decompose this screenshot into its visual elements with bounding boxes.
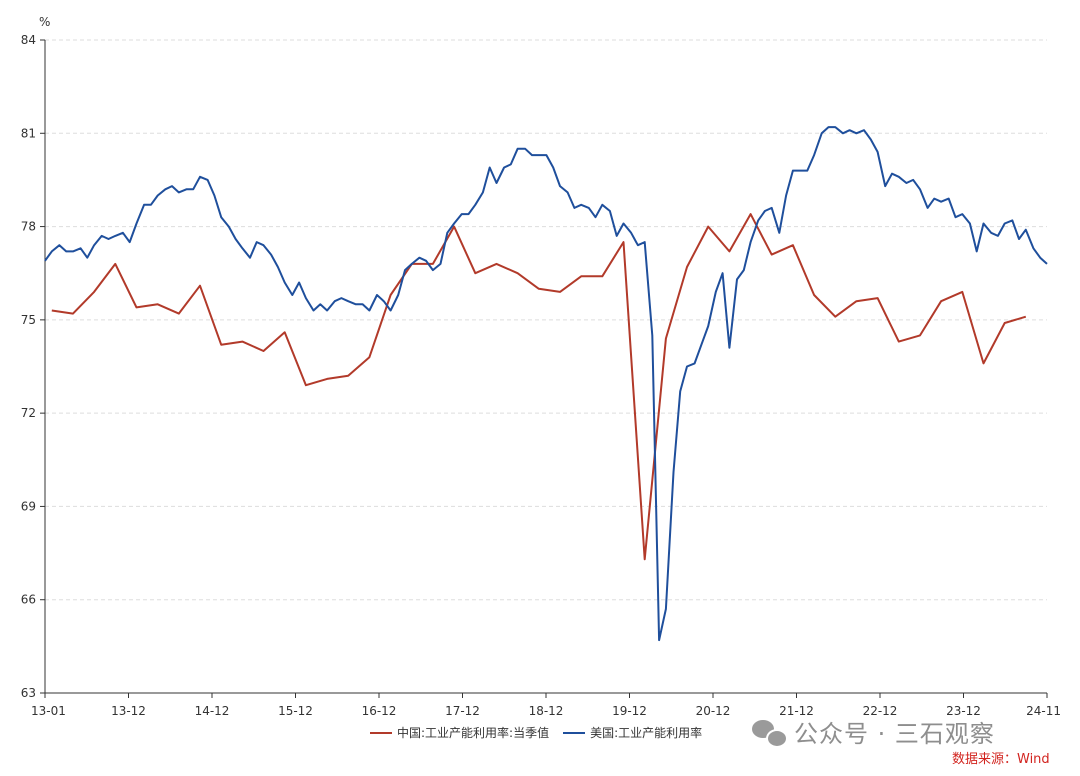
- x-tick-label-19-12: 19-12: [612, 704, 647, 718]
- x-tick-label-17-12: 17-12: [445, 704, 480, 718]
- x-tick-label-13-12: 13-12: [111, 704, 146, 718]
- series-lines: [44, 126, 1048, 642]
- x-tick-label-23-12: 23-12: [946, 704, 981, 718]
- legend-label-us: 美国:工业产能利用率: [590, 726, 703, 740]
- legend-swatch-china: [370, 731, 392, 734]
- x-tick-label-15-12: 15-12: [278, 704, 313, 718]
- x-axis-ticks: 13-01 13-12 14-12 15-12 16-12 17-12 18-12 19-12…: [31, 693, 1061, 718]
- axes: [44, 40, 1047, 694]
- watermark: 公众号 · 三石观察: [752, 714, 995, 749]
- legend-item-china[interactable]: 中国:工业产能利用率:当季值: [370, 724, 549, 741]
- legend-item-us[interactable]: 美国:工业产能利用率: [563, 724, 702, 741]
- legend: 中国:工业产能利用率:当季值 美国:工业产能利用率: [370, 724, 716, 741]
- x-tick-label-21-12: 21-12: [779, 704, 814, 718]
- x-tick-label-14-12: 14-12: [195, 704, 230, 718]
- y-tick-label-78: 78: [21, 220, 36, 234]
- y-tick-label-66: 66: [21, 593, 36, 607]
- watermark-text: 公众号 · 三石观察: [794, 720, 995, 748]
- y-tick-label-69: 69: [21, 499, 36, 513]
- x-tick-label-22-12: 22-12: [863, 704, 898, 718]
- y-tick-label-75: 75: [21, 313, 36, 327]
- x-tick-label-20-12: 20-12: [696, 704, 731, 718]
- x-tick-label-13-01: 13-01: [31, 704, 66, 718]
- series-line-china: [51, 213, 1027, 561]
- y-tick-label-72: 72: [21, 406, 36, 420]
- legend-label-china: 中国:工业产能利用率:当季值: [397, 726, 550, 740]
- x-tick-label-16-12: 16-12: [362, 704, 397, 718]
- series-line-us: [44, 126, 1048, 642]
- y-tick-label-84: 84: [21, 33, 36, 47]
- wechat-icon: [752, 718, 788, 748]
- data-source: 数据来源：Wind: [952, 752, 1050, 767]
- legend-swatch-us: [563, 731, 586, 734]
- y-axis-ticks: 63 66 69 72 75 78 81 84: [21, 33, 45, 700]
- y-axis-unit: %: [39, 15, 50, 29]
- grid-lines: [45, 39, 1047, 601]
- y-tick-label-63: 63: [21, 686, 36, 700]
- x-tick-label-24-11: 24-11: [1026, 704, 1061, 718]
- y-tick-label-81: 81: [21, 126, 36, 140]
- x-tick-label-18-12: 18-12: [529, 704, 564, 718]
